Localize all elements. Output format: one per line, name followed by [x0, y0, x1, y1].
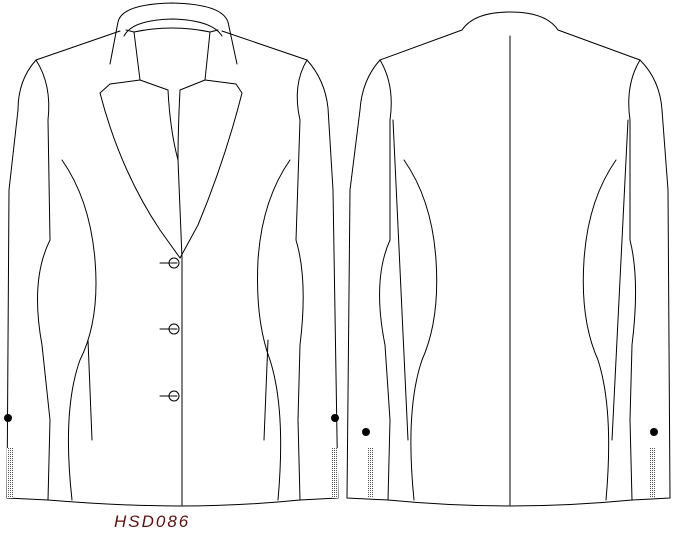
right-collar-notch: [177, 79, 206, 161]
front-left-armhole: [35, 59, 50, 121]
back-collar: [461, 11, 559, 31]
front-right-outline: [221, 30, 339, 501]
back-hem: [387, 499, 633, 507]
back-left-cuff-stitch: [368, 448, 374, 498]
front-left-princess-seam: [61, 159, 97, 501]
front-hem: [47, 499, 301, 507]
front-right-cuff-button: [331, 414, 339, 422]
front-button-2: [159, 323, 180, 335]
front-hanger-loop: [109, 2, 238, 65]
back-right-armhole: [628, 59, 641, 121]
front-right-armhole: [296, 59, 308, 121]
back-right-sleeve-seam: [611, 119, 629, 441]
front-button-1: [159, 257, 180, 269]
left-lapel: [99, 29, 181, 259]
front-view: [4, 2, 339, 507]
front-right-cuff-stitch: [332, 448, 338, 498]
front-left-sleeve-seam: [87, 339, 93, 441]
back-right-cuff-button: [650, 428, 658, 436]
back-left-armhole: [379, 59, 392, 121]
front-right-princess-seam: [257, 159, 291, 501]
front-button-3: [159, 390, 180, 402]
style-code-label: HSD086: [114, 512, 191, 531]
front-left-cuff-stitch: [7, 448, 13, 498]
back-left-cuff-button: [362, 428, 370, 436]
back-right-cuff-stitch: [650, 448, 656, 498]
front-left-outline: [6, 30, 121, 501]
back-right-princess-seam: [582, 159, 617, 501]
back-right-outline: [557, 29, 671, 501]
collar-back-stand: [133, 27, 211, 33]
front-hanger-inner: [123, 18, 223, 37]
back-view: [346, 11, 671, 507]
front-left-cuff-button: [4, 414, 12, 422]
front-right-sleeve-seam: [263, 339, 269, 441]
back-left-sleeve-seam: [392, 119, 409, 441]
right-lapel: [179, 29, 243, 259]
back-left-princess-seam: [403, 159, 438, 501]
back-left-outline: [346, 29, 463, 501]
